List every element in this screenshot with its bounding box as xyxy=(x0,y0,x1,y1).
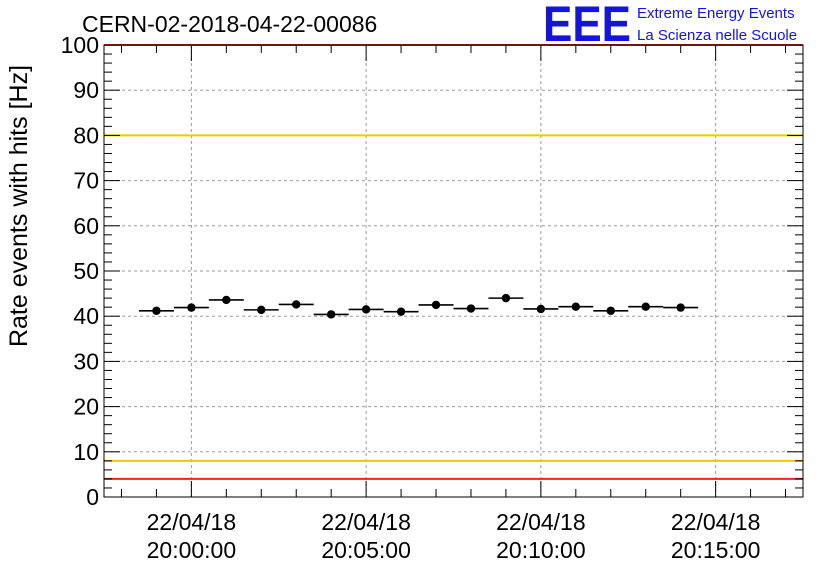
data-point xyxy=(292,300,301,309)
x-tick-label-date: 22/04/18 xyxy=(321,509,411,535)
x-tick-label-time: 20:05:00 xyxy=(321,537,411,563)
data-point xyxy=(466,304,476,313)
y-tick-labels: 0 10 20 30 40 50 60 70 80 90 100 xyxy=(61,32,99,510)
x-tick-label-date: 22/04/18 xyxy=(671,509,761,535)
data-point xyxy=(431,300,441,310)
data-point xyxy=(152,306,161,315)
eee-logo-mark: EEE xyxy=(543,0,631,52)
data-point xyxy=(396,307,406,316)
data-point xyxy=(187,303,196,312)
x-tick-label-time: 20:15:00 xyxy=(671,537,761,563)
x-tick-label-time: 20:00:00 xyxy=(147,537,237,563)
y-tick-label: 70 xyxy=(73,168,99,194)
y-axis-title: Rate events with hits [Hz] xyxy=(5,65,33,347)
eee-logo: EEE Extreme Energy Events La Scienza nel… xyxy=(543,0,797,52)
y-tick-label: 10 xyxy=(73,439,99,465)
y-tick-label: 90 xyxy=(73,77,99,103)
axis-ticks xyxy=(104,44,803,498)
data-point xyxy=(501,293,511,303)
x-tick-labels: 22/04/1820:00:0022/04/1820:05:0022/04/18… xyxy=(147,509,761,563)
y-tick-label: 60 xyxy=(73,213,99,239)
data-points xyxy=(138,293,699,319)
eee-logo-line1: Extreme Energy Events xyxy=(637,5,795,22)
data-point xyxy=(571,302,581,311)
eee-logo-line2: La Scienza nelle Scuole xyxy=(637,27,797,44)
y-tick-label: 100 xyxy=(61,32,99,58)
y-tick-label: 20 xyxy=(73,394,99,420)
y-tick-label: 80 xyxy=(73,122,99,148)
y-tick-label: 40 xyxy=(73,303,99,329)
reference-lines xyxy=(104,44,803,480)
x-tick-label-date: 22/04/18 xyxy=(496,509,586,535)
data-point xyxy=(361,305,371,314)
y-tick-label: 30 xyxy=(73,348,99,374)
data-point xyxy=(222,295,231,305)
x-tick-label-date: 22/04/18 xyxy=(147,509,237,535)
data-point xyxy=(326,310,336,319)
y-tick-label: 0 xyxy=(86,484,99,510)
data-point xyxy=(536,304,546,314)
data-point xyxy=(606,306,615,315)
x-tick-label-time: 20:10:00 xyxy=(496,537,586,563)
data-point xyxy=(641,302,650,311)
data-point xyxy=(257,305,266,315)
grid-lines xyxy=(104,45,803,497)
data-point xyxy=(676,303,685,312)
y-tick-label: 50 xyxy=(73,258,99,284)
chart-title: CERN-02-2018-04-22-00086 xyxy=(82,11,377,37)
